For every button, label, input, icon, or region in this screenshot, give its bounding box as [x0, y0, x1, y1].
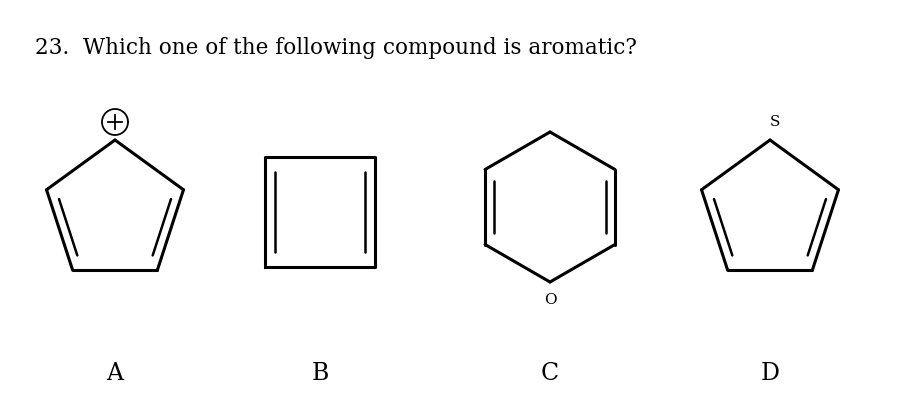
Text: S: S: [769, 115, 779, 129]
Text: O: O: [543, 293, 556, 307]
Text: 23.  Which one of the following compound is aromatic?: 23. Which one of the following compound …: [35, 37, 636, 59]
Text: D: D: [760, 363, 778, 386]
Text: A: A: [107, 363, 123, 386]
Text: C: C: [540, 363, 559, 386]
Text: B: B: [311, 363, 328, 386]
